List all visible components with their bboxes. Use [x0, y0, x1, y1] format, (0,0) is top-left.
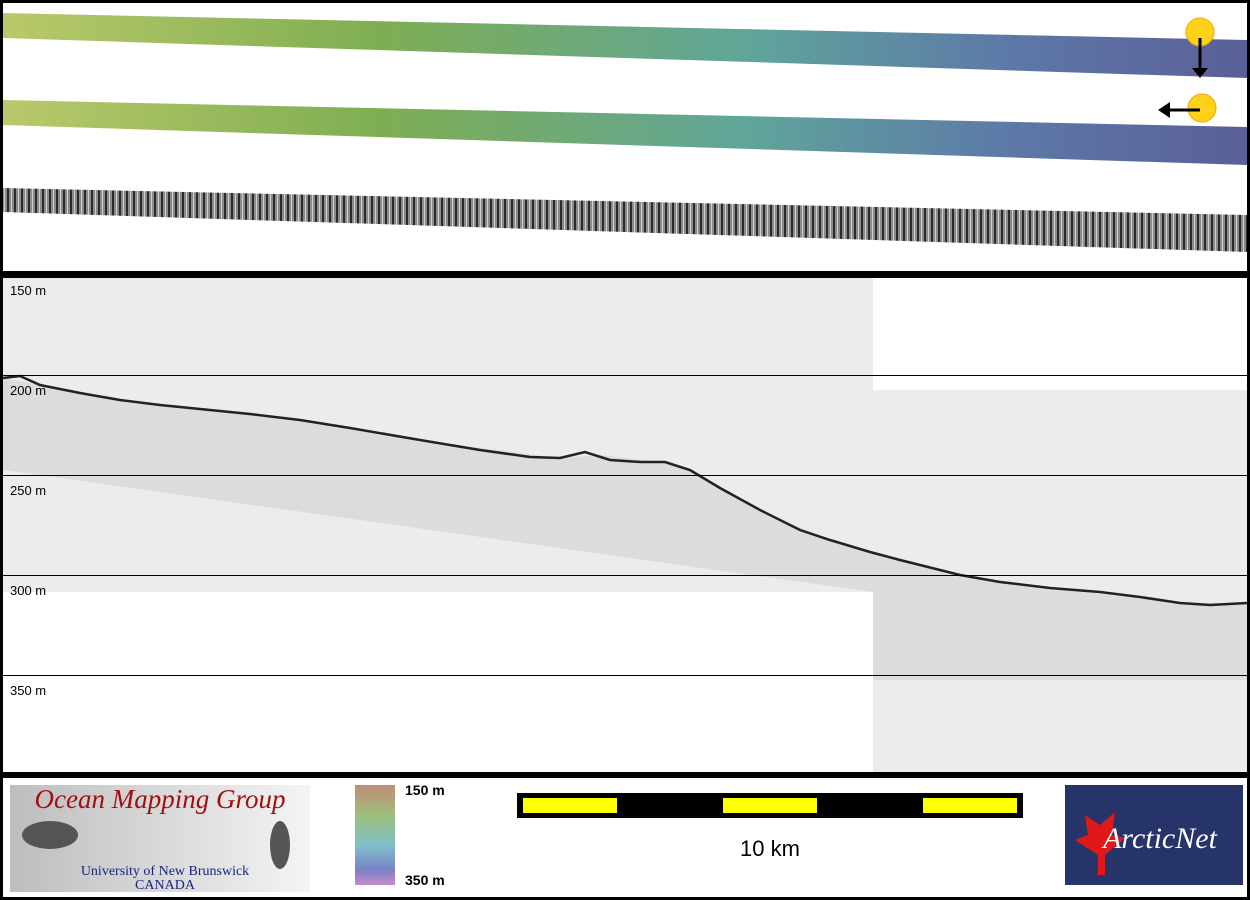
arrow-head [1192, 68, 1208, 78]
colorbar-label: 350 m [405, 872, 445, 888]
logo-title: Ocean Mapping Group [35, 784, 286, 814]
depth-label: 250 m [10, 483, 46, 498]
depth-label: 200 m [10, 383, 46, 398]
logo-university: University of New Brunswick [81, 864, 249, 879]
scale-label: 10 km [740, 836, 800, 861]
bathymetry-strip [3, 100, 1247, 165]
depth-label: 350 m [10, 683, 46, 698]
depth-label: 300 m [10, 583, 46, 598]
bathymetry-strip [3, 13, 1247, 78]
sediment-texture [3, 378, 1247, 680]
arrow-head [1158, 102, 1170, 118]
arcticnet-name: ArcticNet [1101, 822, 1218, 855]
depth-grid [3, 375, 1247, 676]
sun-icon [1187, 93, 1217, 123]
seafloor-reflector [2, 374, 1248, 607]
logo-country: CANADA [135, 878, 196, 893]
scale-segment [523, 798, 617, 813]
depth-label: 150 m [10, 283, 46, 298]
colorbar-label: 150 m [405, 782, 445, 798]
scale-segment [923, 798, 1017, 813]
logo-graphic [270, 821, 290, 869]
maple-leaf [1075, 812, 1125, 875]
sidescan-strip [3, 188, 1247, 252]
colorbar [355, 785, 395, 885]
scale-segment [723, 798, 817, 813]
logo-graphic [22, 821, 78, 849]
